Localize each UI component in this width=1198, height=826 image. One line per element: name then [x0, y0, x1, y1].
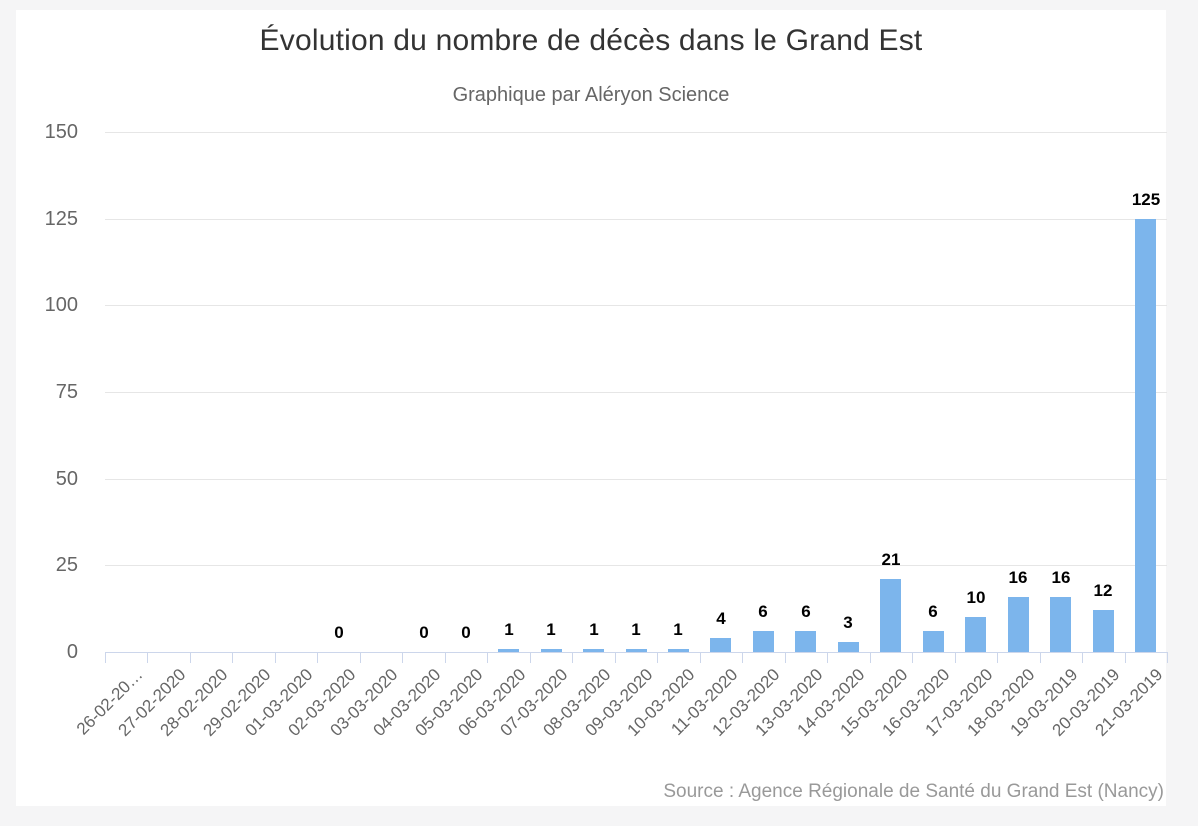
y-axis-label: 125: [44, 208, 78, 230]
bar-value-label: 16: [1008, 568, 1028, 587]
x-tick: [1125, 652, 1126, 663]
x-tick: [955, 652, 956, 663]
bar-value-label: 6: [758, 602, 768, 621]
x-tick: [1040, 652, 1041, 663]
source-note: Source : Agence Régionale de Santé du Gr…: [663, 781, 1164, 802]
x-tick: [572, 652, 573, 663]
y-axis-label: 150: [44, 121, 78, 143]
bar: [541, 649, 562, 652]
gridline: [105, 392, 1167, 393]
x-tick: [487, 652, 488, 663]
gridline: [105, 219, 1167, 220]
bar-value-label: 1: [631, 620, 641, 639]
x-tick: [530, 652, 531, 663]
y-axis-label: 100: [44, 294, 78, 316]
x-tick: [997, 652, 998, 663]
x-tick: [615, 652, 616, 663]
bar-value-label: 10: [966, 588, 986, 607]
bar: [965, 617, 986, 652]
x-tick: [147, 652, 148, 663]
bar-value-label: 1: [589, 620, 599, 639]
bar: [1135, 219, 1156, 652]
x-tick: [657, 652, 658, 663]
bar: [753, 631, 774, 652]
bar-value-label: 0: [334, 623, 344, 642]
x-tick: [105, 652, 106, 663]
bar-value-label: 1: [673, 620, 683, 639]
gridline: [105, 132, 1167, 133]
bar-value-label: 12: [1093, 581, 1113, 600]
bar-value-label: 0: [419, 623, 429, 642]
chart-card: Évolution du nombre de décès dans le Gra…: [16, 10, 1168, 806]
bar-value-label: 6: [801, 602, 811, 621]
x-tick: [445, 652, 446, 663]
bar: [795, 631, 816, 652]
x-tick: [870, 652, 871, 663]
bar: [1050, 597, 1071, 652]
x-tick: [1167, 652, 1168, 663]
y-axis-label: 25: [55, 554, 78, 576]
bar: [498, 649, 519, 652]
bar: [710, 638, 731, 652]
x-tick: [402, 652, 403, 663]
x-tick: [190, 652, 191, 663]
y-axis-label: 75: [55, 381, 78, 403]
bar-value-label: 0: [461, 623, 471, 642]
y-axis-label: 0: [66, 641, 78, 663]
chart-title: Évolution du nombre de décès dans le Gra…: [259, 24, 923, 57]
bar-value-label: 6: [928, 602, 938, 621]
x-tick: [827, 652, 828, 663]
gridline: [105, 479, 1167, 480]
bar: [880, 579, 901, 652]
x-tick: [317, 652, 318, 663]
bar-value-label: 16: [1051, 568, 1071, 587]
chart-subtitle: Graphique par Aléryon Science: [452, 84, 730, 106]
bar: [1093, 610, 1114, 652]
bar: [583, 649, 604, 652]
x-tick: [700, 652, 701, 663]
bar: [1008, 597, 1029, 652]
bar: [838, 642, 859, 652]
x-tick: [742, 652, 743, 663]
gridline: [105, 305, 1167, 306]
bar: [923, 631, 944, 652]
y-axis-label: 50: [55, 468, 78, 490]
x-axis-line: [105, 652, 1167, 653]
bar-value-label: 125: [1131, 190, 1161, 209]
x-tick: [360, 652, 361, 663]
x-tick: [785, 652, 786, 663]
x-tick: [232, 652, 233, 663]
gridline: [105, 565, 1167, 566]
bar-value-label: 4: [716, 609, 726, 628]
bar-value-label: 3: [843, 613, 853, 632]
bar-value-label: 1: [504, 620, 514, 639]
bar-value-label: 21: [881, 550, 901, 569]
bar: [626, 649, 647, 652]
x-tick: [1082, 652, 1083, 663]
bar-value-label: 1: [546, 620, 556, 639]
x-tick: [275, 652, 276, 663]
bar: [668, 649, 689, 652]
x-tick: [912, 652, 913, 663]
